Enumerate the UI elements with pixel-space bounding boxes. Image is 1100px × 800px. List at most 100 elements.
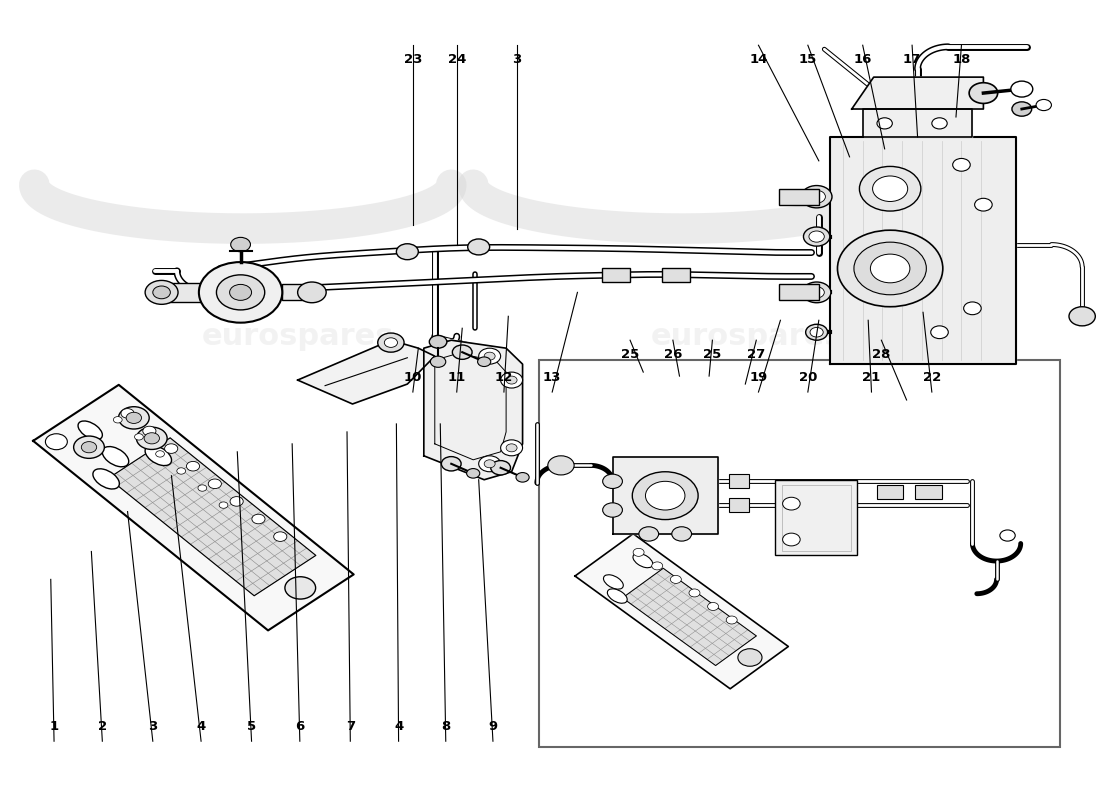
Polygon shape: [829, 137, 1016, 364]
Circle shape: [805, 324, 827, 340]
Circle shape: [1000, 530, 1015, 541]
Circle shape: [477, 357, 491, 366]
Circle shape: [603, 474, 623, 489]
Polygon shape: [862, 109, 972, 137]
Text: 13: 13: [543, 371, 561, 384]
Polygon shape: [851, 77, 983, 109]
Circle shape: [74, 436, 104, 458]
Circle shape: [1012, 102, 1032, 116]
Text: 3: 3: [148, 720, 157, 734]
Circle shape: [872, 176, 908, 202]
Circle shape: [156, 450, 165, 457]
Circle shape: [119, 406, 150, 429]
Circle shape: [969, 82, 998, 103]
Circle shape: [807, 190, 825, 203]
Circle shape: [516, 473, 529, 482]
Circle shape: [199, 262, 283, 322]
Circle shape: [931, 326, 948, 338]
Circle shape: [478, 456, 500, 472]
Circle shape: [810, 327, 823, 337]
Text: 6: 6: [295, 720, 305, 734]
Text: 4: 4: [394, 720, 404, 734]
Circle shape: [738, 649, 762, 666]
Polygon shape: [298, 340, 434, 404]
Circle shape: [782, 498, 800, 510]
Ellipse shape: [78, 421, 102, 440]
Circle shape: [859, 166, 921, 211]
Circle shape: [145, 281, 178, 304]
Text: eurospares: eurospares: [651, 322, 844, 350]
Circle shape: [143, 426, 156, 436]
Circle shape: [646, 482, 685, 510]
Bar: [779, 189, 818, 205]
Text: 28: 28: [872, 348, 891, 361]
Circle shape: [230, 285, 252, 300]
Circle shape: [1069, 306, 1096, 326]
Polygon shape: [613, 458, 718, 534]
Ellipse shape: [145, 446, 172, 466]
Circle shape: [121, 409, 134, 418]
Text: 24: 24: [448, 53, 466, 66]
Circle shape: [808, 286, 824, 298]
Bar: [729, 498, 749, 513]
Text: 14: 14: [749, 53, 768, 66]
Circle shape: [670, 575, 681, 583]
Ellipse shape: [92, 469, 120, 489]
Circle shape: [802, 282, 830, 302]
Text: 27: 27: [747, 348, 766, 361]
Bar: [539, 360, 1060, 746]
Polygon shape: [575, 534, 789, 689]
Circle shape: [808, 231, 824, 242]
Circle shape: [177, 468, 186, 474]
Bar: [781, 485, 850, 550]
Circle shape: [491, 461, 510, 475]
Ellipse shape: [607, 589, 627, 603]
Circle shape: [441, 457, 461, 471]
Bar: [915, 485, 942, 499]
Circle shape: [506, 444, 517, 452]
Text: 26: 26: [663, 348, 682, 361]
Text: 2: 2: [98, 720, 107, 734]
Circle shape: [134, 434, 143, 440]
Ellipse shape: [632, 554, 652, 568]
Circle shape: [208, 479, 221, 489]
Text: 9: 9: [488, 720, 497, 734]
Circle shape: [651, 562, 662, 570]
Circle shape: [975, 198, 992, 211]
Circle shape: [484, 460, 495, 468]
Bar: [779, 285, 818, 300]
Circle shape: [429, 335, 447, 348]
Text: 1: 1: [50, 720, 58, 734]
Text: 16: 16: [854, 53, 872, 66]
Circle shape: [430, 356, 446, 367]
Bar: [162, 283, 204, 302]
Circle shape: [198, 485, 207, 491]
Text: eurospares: eurospares: [201, 322, 394, 350]
Text: 18: 18: [953, 53, 970, 66]
Circle shape: [634, 548, 645, 556]
Circle shape: [186, 462, 199, 471]
Polygon shape: [424, 340, 522, 480]
Circle shape: [500, 372, 522, 388]
Text: 22: 22: [923, 371, 940, 384]
Text: eurospares: eurospares: [685, 566, 810, 585]
Circle shape: [603, 503, 623, 517]
Circle shape: [81, 442, 97, 453]
Circle shape: [230, 497, 243, 506]
Text: 11: 11: [448, 371, 466, 384]
Circle shape: [803, 227, 829, 246]
Circle shape: [1011, 81, 1033, 97]
Circle shape: [396, 244, 418, 260]
Text: 5: 5: [248, 720, 256, 734]
Circle shape: [953, 158, 970, 171]
Circle shape: [964, 302, 981, 314]
Circle shape: [877, 118, 892, 129]
Circle shape: [801, 186, 832, 208]
Circle shape: [707, 602, 718, 610]
Bar: [774, 480, 857, 555]
Circle shape: [452, 345, 472, 359]
Text: 8: 8: [441, 720, 450, 734]
Circle shape: [870, 254, 910, 283]
Circle shape: [468, 239, 490, 255]
Circle shape: [632, 472, 698, 519]
